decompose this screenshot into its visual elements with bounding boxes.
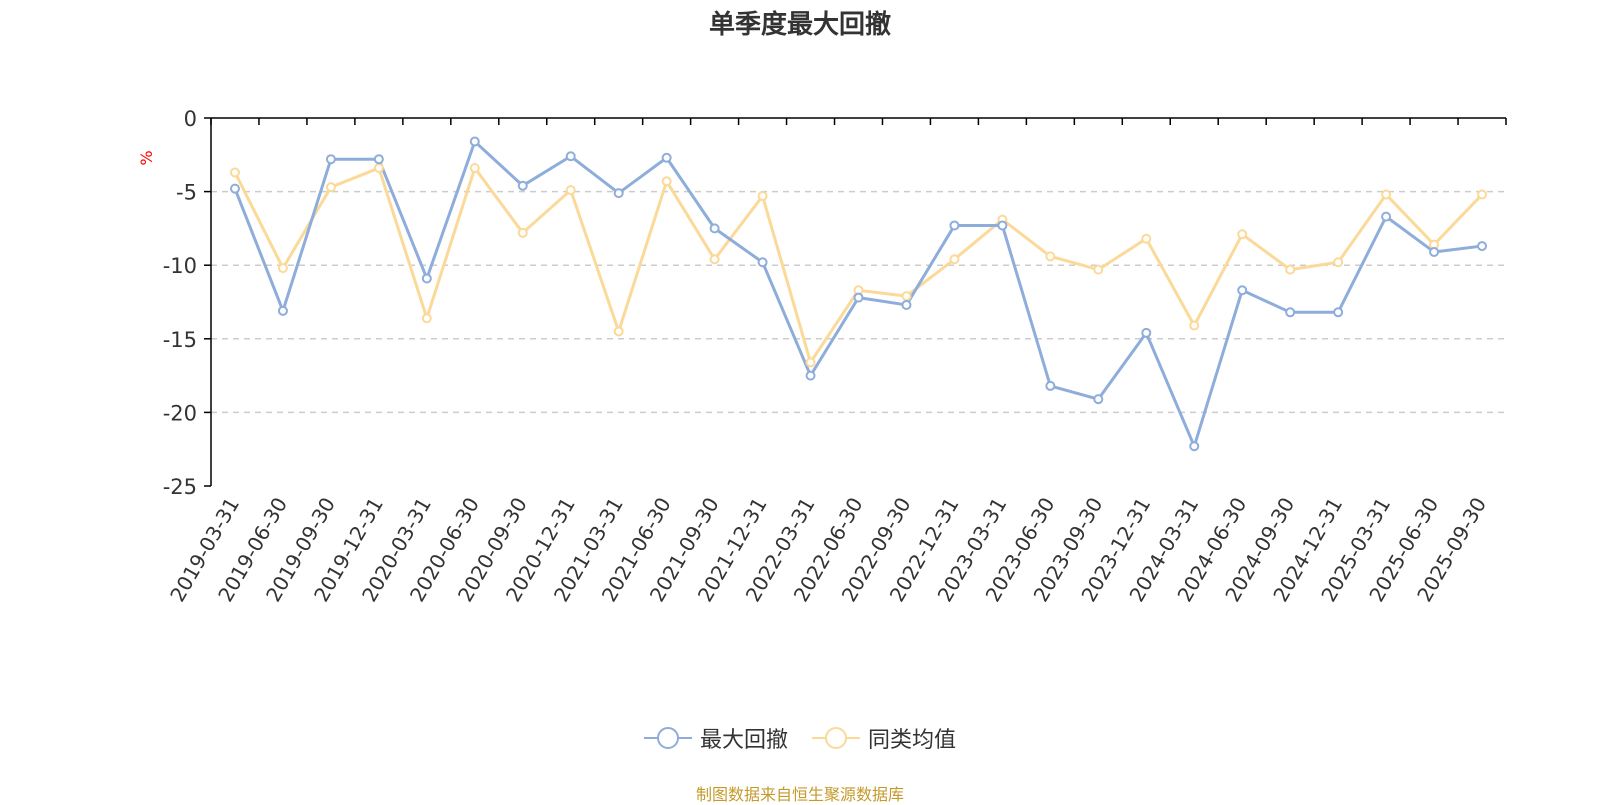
- data-point[interactable]: [517, 227, 528, 238]
- chart-title: 单季度最大回撤: [708, 10, 891, 40]
- data-point[interactable]: [613, 188, 624, 199]
- legend-label-drawdown: 最大回撤: [699, 728, 788, 753]
- legend: 最大回撤 同类均值: [0, 722, 1600, 754]
- data-point[interactable]: [1045, 251, 1056, 262]
- data-point[interactable]: [1045, 380, 1056, 391]
- data-point[interactable]: [1477, 241, 1488, 252]
- data-point[interactable]: [1429, 246, 1440, 257]
- data-point[interactable]: [277, 305, 288, 316]
- data-point[interactable]: [997, 220, 1008, 231]
- data-point[interactable]: [1141, 327, 1152, 338]
- legend-label-peer-average: 同类均值: [868, 728, 957, 753]
- data-point[interactable]: [469, 163, 480, 174]
- data-point[interactable]: [1189, 441, 1200, 452]
- legend-marker-drawdown-icon: [643, 727, 692, 749]
- legend-item-drawdown[interactable]: 最大回撤: [643, 722, 788, 754]
- data-point[interactable]: [469, 136, 480, 147]
- data-point[interactable]: [325, 182, 336, 193]
- data-point[interactable]: [901, 299, 912, 310]
- data-point[interactable]: [1237, 229, 1248, 240]
- data-point[interactable]: [229, 167, 240, 178]
- axes: 0-5-10-15-20-252019-03-312019-06-302019-…: [163, 107, 1507, 606]
- source-note: 制图数据来自恒生聚源数据库: [695, 785, 904, 804]
- data-point[interactable]: [325, 154, 336, 165]
- data-point[interactable]: [757, 191, 768, 202]
- data-point[interactable]: [1285, 307, 1296, 318]
- y-tick-label: -15: [163, 328, 197, 352]
- data-point[interactable]: [805, 370, 816, 381]
- data-point[interactable]: [1189, 320, 1200, 331]
- data-point[interactable]: [853, 292, 864, 303]
- data-point[interactable]: [901, 291, 912, 302]
- data-point[interactable]: [709, 223, 720, 234]
- data-point[interactable]: [277, 263, 288, 274]
- data-point[interactable]: [805, 357, 816, 368]
- data-point[interactable]: [1285, 264, 1296, 275]
- data-point[interactable]: [1093, 264, 1104, 275]
- data-point[interactable]: [421, 273, 432, 284]
- data-point[interactable]: [661, 152, 672, 163]
- data-point[interactable]: [373, 154, 384, 165]
- data-point[interactable]: [1237, 285, 1248, 296]
- y-tick-label: -20: [163, 401, 197, 425]
- data-point[interactable]: [1093, 394, 1104, 405]
- data-point[interactable]: [661, 176, 672, 187]
- data-point[interactable]: [949, 254, 960, 265]
- data-point[interactable]: [421, 313, 432, 324]
- data-point[interactable]: [565, 151, 576, 162]
- data-point[interactable]: [949, 220, 960, 231]
- data-point[interactable]: [709, 254, 720, 265]
- data-point[interactable]: [373, 163, 384, 174]
- legend-marker-peer-average-icon: [812, 727, 860, 749]
- data-point[interactable]: [229, 183, 240, 194]
- y-tick-label: -10: [163, 254, 197, 278]
- data-point[interactable]: [1381, 189, 1392, 200]
- data-point[interactable]: [565, 185, 576, 196]
- data-point[interactable]: [613, 326, 624, 337]
- y-tick-label: -25: [163, 475, 197, 499]
- data-point[interactable]: [1477, 189, 1488, 200]
- legend-item-peer-average[interactable]: 同类均值: [812, 722, 956, 754]
- data-point[interactable]: [1141, 233, 1152, 244]
- y-tick-label: 0: [184, 107, 197, 131]
- data-point[interactable]: [757, 257, 768, 268]
- data-point[interactable]: [1381, 211, 1392, 222]
- series-group: [229, 136, 1488, 452]
- data-point[interactable]: [517, 180, 528, 191]
- y-axis-unit-label: %: [137, 150, 156, 165]
- y-tick-label: -5: [176, 181, 197, 205]
- data-point[interactable]: [1333, 257, 1344, 268]
- data-point[interactable]: [1333, 307, 1344, 318]
